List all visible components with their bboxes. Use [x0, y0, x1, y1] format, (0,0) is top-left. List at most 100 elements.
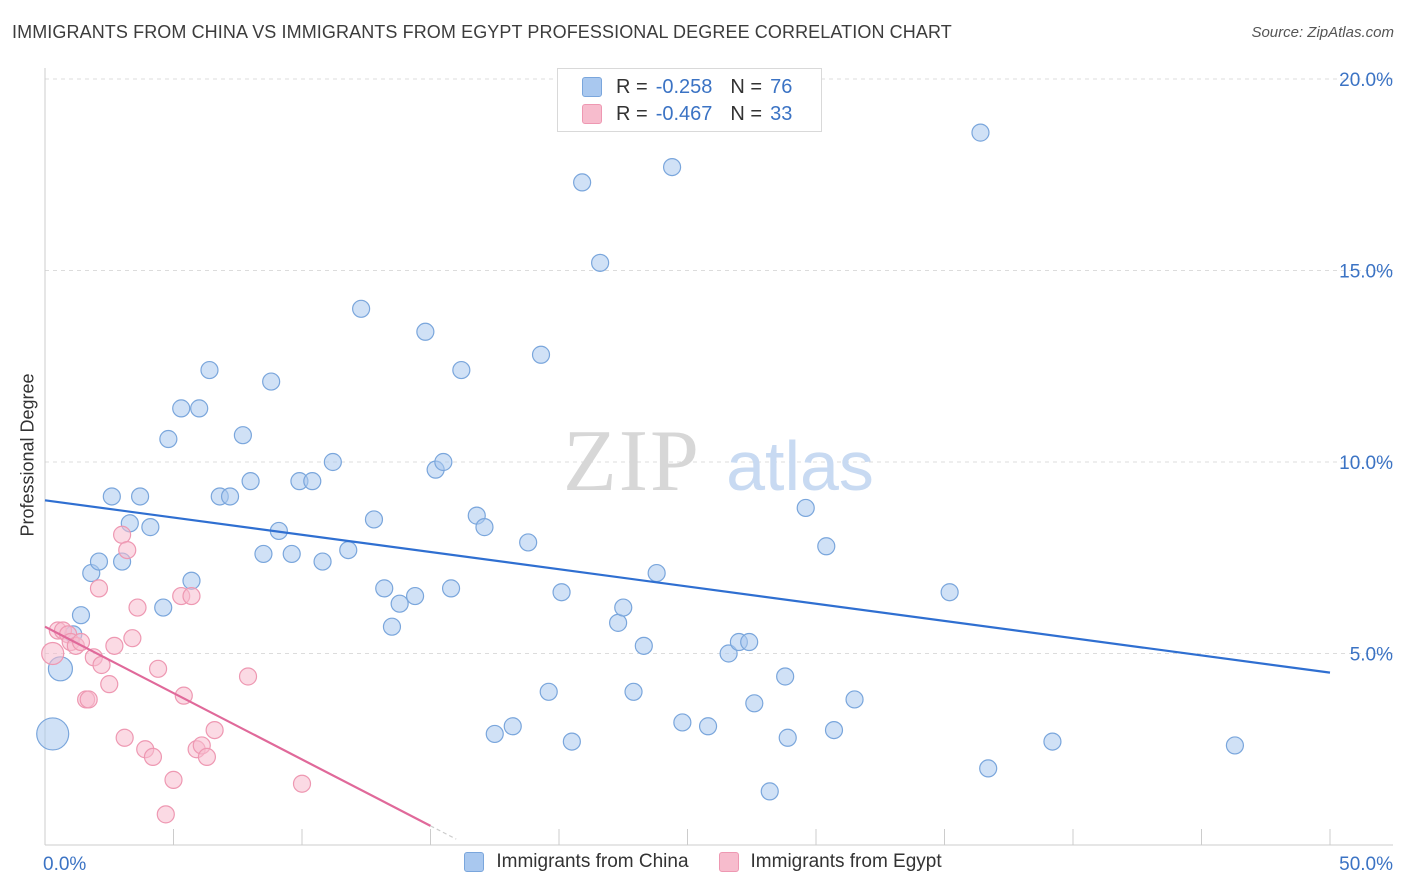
- point-egypt: [148, 659, 168, 678]
- point-china: [778, 728, 797, 747]
- point-egypt: [292, 774, 312, 793]
- series-legend: Immigrants from China Immigrants from Eg…: [0, 851, 1406, 873]
- point-china: [220, 487, 240, 506]
- point-china: [591, 253, 610, 272]
- legend-r-label: R =: [616, 102, 648, 125]
- legend-n-label: N =: [730, 102, 763, 125]
- legend-swatch-china: [464, 852, 485, 872]
- point-china: [141, 518, 160, 537]
- stats-legend: R = -0.258 N = 76 R = -0.467 N = 33: [557, 68, 822, 132]
- legend-item-china[interactable]: Immigrants from China: [464, 851, 689, 873]
- chart-title: IMMIGRANTS FROM CHINA VS IMMIGRANTS FROM…: [12, 22, 952, 42]
- legend-r-label: R =: [616, 75, 648, 98]
- point-egypt: [89, 579, 109, 598]
- legend-swatch-egypt: [718, 852, 739, 872]
- legend-n-value-egypt: 33: [770, 102, 793, 125]
- point-china: [233, 426, 252, 445]
- point-china: [539, 682, 558, 701]
- point-china: [573, 173, 592, 192]
- trendline-china: [44, 499, 1331, 674]
- point-china: [796, 498, 815, 518]
- point-china: [760, 782, 779, 801]
- point-china: [441, 579, 461, 598]
- point-china: [475, 518, 494, 537]
- point-egypt: [105, 636, 124, 655]
- source-label: Source: ZipAtlas.com: [1251, 24, 1394, 41]
- point-egypt: [156, 805, 175, 824]
- watermark: ZIP atlas: [563, 413, 874, 510]
- grid-layer: [45, 78, 1393, 654]
- point-china: [673, 713, 692, 732]
- point-china: [776, 667, 795, 686]
- point-egypt: [128, 598, 147, 617]
- point-china: [562, 732, 581, 751]
- point-china: [552, 583, 571, 602]
- y-tick-label: 15.0%: [1339, 262, 1393, 283]
- point-china: [745, 694, 764, 713]
- point-china: [323, 452, 342, 472]
- point-china: [382, 617, 402, 636]
- legend-n-label: N =: [730, 75, 763, 98]
- y-tick-label: 5.0%: [1350, 645, 1393, 666]
- point-egypt: [123, 629, 142, 648]
- legend-r-value-egypt: -0.467: [655, 102, 713, 125]
- x-tick-label-min: 0.0%: [43, 854, 86, 875]
- trendline-egypt: [44, 625, 432, 827]
- point-china: [647, 563, 666, 583]
- point-china: [102, 487, 121, 506]
- point-china: [159, 429, 178, 449]
- legend-item-egypt[interactable]: Immigrants from Egypt: [718, 851, 942, 873]
- point-china: [364, 510, 384, 529]
- legend-label-china: Immigrants from China: [496, 851, 689, 872]
- point-china: [262, 372, 281, 391]
- point-china: [845, 690, 864, 709]
- y-tick-label: 20.0%: [1339, 70, 1393, 91]
- point-egypt: [182, 586, 201, 606]
- point-china: [182, 571, 201, 590]
- point-china: [352, 299, 371, 318]
- point-egypt: [197, 747, 217, 767]
- point-china: [313, 552, 332, 571]
- point-china: [405, 586, 425, 606]
- axis-layer: [44, 68, 1393, 846]
- point-egypt: [143, 747, 163, 767]
- point-china: [940, 583, 959, 602]
- point-china: [740, 632, 759, 652]
- point-china: [390, 594, 409, 613]
- point-china: [282, 544, 301, 564]
- point-china: [154, 598, 173, 617]
- point-egypt: [100, 675, 119, 694]
- legend-row-egypt: R = -0.467 N = 33: [582, 102, 792, 126]
- legend-swatch-egypt: [582, 104, 602, 124]
- point-egypt: [79, 690, 98, 709]
- tick-label-layer: 5.0% 10.0% 15.0% 20.0% 0.0% 50.0%: [43, 70, 1393, 875]
- point-china: [817, 537, 836, 556]
- point-china: [662, 157, 682, 177]
- point-china: [824, 720, 844, 740]
- point-china: [971, 123, 990, 142]
- watermark-atlas: atlas: [726, 427, 874, 505]
- legend-row-china: R = -0.258 N = 76: [582, 75, 792, 99]
- point-china: [519, 533, 538, 552]
- points-layer: [36, 123, 1245, 824]
- point-china: [979, 759, 998, 778]
- point-egypt: [164, 770, 183, 789]
- point-china: [531, 345, 551, 364]
- point-china: [614, 598, 633, 617]
- point-china: [303, 472, 322, 491]
- y-axis-label: Professional Degree: [17, 373, 38, 537]
- point-china: [485, 724, 504, 744]
- y-tick-label: 10.0%: [1339, 453, 1393, 474]
- point-china: [71, 606, 91, 625]
- legend-n-value-china: 76: [770, 75, 793, 98]
- x-tick-label-max: 50.0%: [1339, 854, 1393, 875]
- point-china: [634, 636, 653, 655]
- point-china: [339, 540, 358, 560]
- point-china: [1225, 736, 1245, 755]
- trendline-egypt-extension: [430, 825, 457, 840]
- watermark-zip: ZIP: [563, 413, 701, 510]
- point-china: [241, 472, 260, 491]
- point-china: [609, 613, 628, 632]
- point-egypt: [118, 540, 137, 560]
- point-china: [36, 717, 70, 751]
